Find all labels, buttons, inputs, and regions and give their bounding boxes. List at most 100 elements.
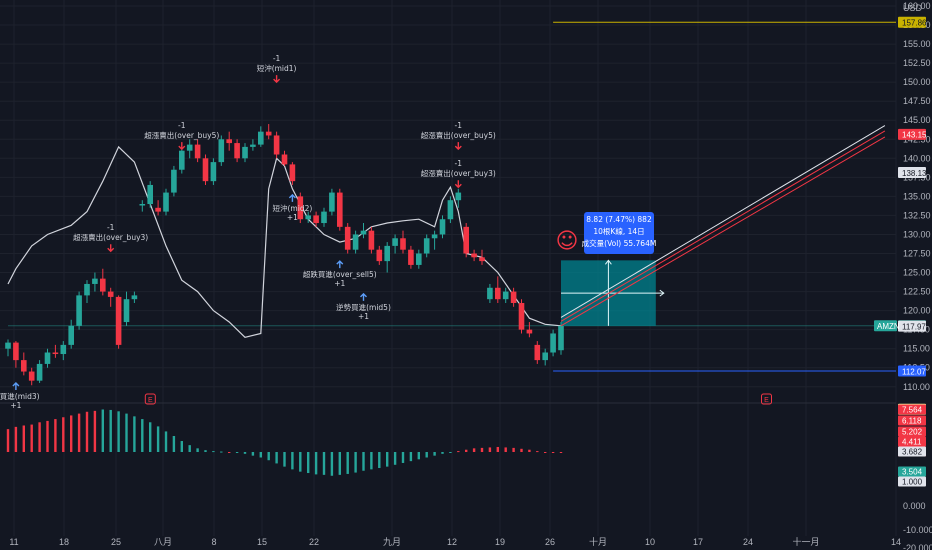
candle	[234, 139, 240, 163]
time-tick: 8	[211, 537, 216, 547]
candle-body	[542, 352, 548, 361]
candle-body	[416, 253, 422, 265]
candle-body	[376, 249, 383, 262]
candle-body	[550, 333, 556, 353]
horizontal-lines[interactable]	[8, 21, 896, 372]
oscillator-tag-box	[898, 426, 926, 437]
candle	[258, 126, 264, 147]
candle-body	[5, 342, 11, 349]
candle	[273, 131, 280, 159]
time-tick: 26	[545, 537, 555, 547]
oscillator-tick-label: -10.000	[903, 525, 932, 535]
oscillator-bar	[54, 419, 57, 452]
measure-arrow-up	[605, 259, 612, 265]
candle-body	[455, 192, 462, 201]
candle-body	[226, 139, 232, 144]
candle	[526, 322, 533, 338]
candle-body	[21, 360, 27, 372]
oscillator-tick-label: -20.000	[903, 543, 932, 550]
price-tick: 155.00	[903, 39, 931, 49]
candle-body	[13, 342, 19, 361]
arrow-down-icon	[454, 180, 462, 189]
time-axis[interactable]: 11 18 25 八月 8 15 22 九月 12 19 26 十月 10 17 24 十一月 14	[9, 536, 901, 547]
oscillator-tick: 3.504	[898, 466, 926, 477]
earnings-marker[interactable]: E	[144, 393, 156, 405]
price-tag-value: 117.97	[902, 322, 926, 331]
candle-body	[131, 295, 138, 300]
candle	[471, 249, 477, 262]
oscillator-bar	[283, 452, 286, 467]
oscillator-tag-box	[898, 466, 926, 477]
signal-annotation: 逆勢買進(mid5)+1	[336, 292, 391, 321]
price-tick: 120.00	[903, 306, 931, 316]
price-tick: 150.00	[903, 77, 931, 87]
time-tick: 11	[9, 537, 18, 547]
price-tag-value: 138.13	[902, 169, 927, 178]
oscillator-tick: 6.118	[898, 415, 926, 426]
earnings-marker[interactable]: E	[761, 393, 772, 405]
candle	[123, 291, 130, 326]
grid	[0, 0, 897, 536]
candle	[210, 158, 217, 185]
price-tag-value: 112.07	[902, 367, 926, 376]
oscillator-bar	[362, 452, 365, 471]
oscillator-bar	[164, 431, 168, 452]
candle-body	[463, 226, 469, 254]
oscillator-bar	[101, 409, 104, 452]
oscillator-bar	[93, 410, 97, 452]
candle-body	[329, 192, 335, 212]
price-axis[interactable]: 160.00157.50155.00152.50150.00147.50145.…	[874, 1, 932, 550]
oscillator-bar	[149, 422, 152, 452]
oscillator-bar	[433, 452, 436, 456]
candle-body	[107, 291, 114, 297]
candle	[558, 322, 564, 355]
candle	[265, 124, 272, 140]
price-tick: 135.00	[903, 191, 931, 201]
candle-body	[210, 162, 217, 182]
candle-body	[502, 291, 509, 300]
signal-value: -1	[273, 54, 281, 63]
candle	[76, 291, 82, 330]
price-tick: 160.00	[903, 1, 931, 11]
price-tag-value: 157.86	[902, 19, 927, 28]
signal-label: 超漲賣出(over_buy5)	[421, 130, 496, 140]
arrow-down-icon	[454, 142, 462, 151]
candle-body	[408, 249, 414, 265]
candle-body	[487, 287, 493, 300]
oscillator-bar	[457, 451, 460, 453]
time-tick: 24	[743, 537, 753, 547]
oscillator-tag-box	[898, 436, 926, 447]
oscillator-tag-box	[898, 476, 926, 487]
earnings-label: E	[148, 397, 153, 404]
candle-body	[313, 215, 319, 224]
candle	[392, 234, 398, 254]
candle-body	[495, 287, 501, 300]
symbol-tag-label: AMZN	[877, 322, 900, 331]
time-tick: 九月	[383, 537, 401, 547]
signal-annotations: -1超漲賣出(over_buy3)-1超漲賣出(over_buy5)-1短沖(m…	[0, 54, 496, 410]
candle	[487, 283, 493, 303]
oscillator-bar	[77, 413, 81, 452]
arrow-down-icon	[107, 244, 115, 253]
signal-label: 逆勢買進(mid5)	[336, 302, 391, 312]
candle	[384, 242, 390, 273]
price-tick: 145.00	[903, 115, 931, 125]
trendlines[interactable]	[560, 125, 886, 327]
oscillator-bar	[488, 447, 492, 452]
price-tag: 143.15	[898, 128, 927, 140]
candle-body	[273, 135, 280, 155]
oscillator-bar	[393, 452, 397, 465]
oscillator-bar	[180, 441, 183, 452]
oscillator-bar	[512, 447, 515, 452]
price-tag: 138.13	[898, 167, 927, 179]
price-tag-value: 143.15	[902, 131, 927, 140]
oscillator-bar	[235, 452, 239, 453]
oscillator-bar	[338, 452, 341, 475]
earnings-badge	[761, 393, 772, 405]
oscillator-bar	[38, 422, 41, 452]
oscillator-tick: 1.000	[898, 476, 926, 487]
candle-body	[368, 230, 375, 250]
